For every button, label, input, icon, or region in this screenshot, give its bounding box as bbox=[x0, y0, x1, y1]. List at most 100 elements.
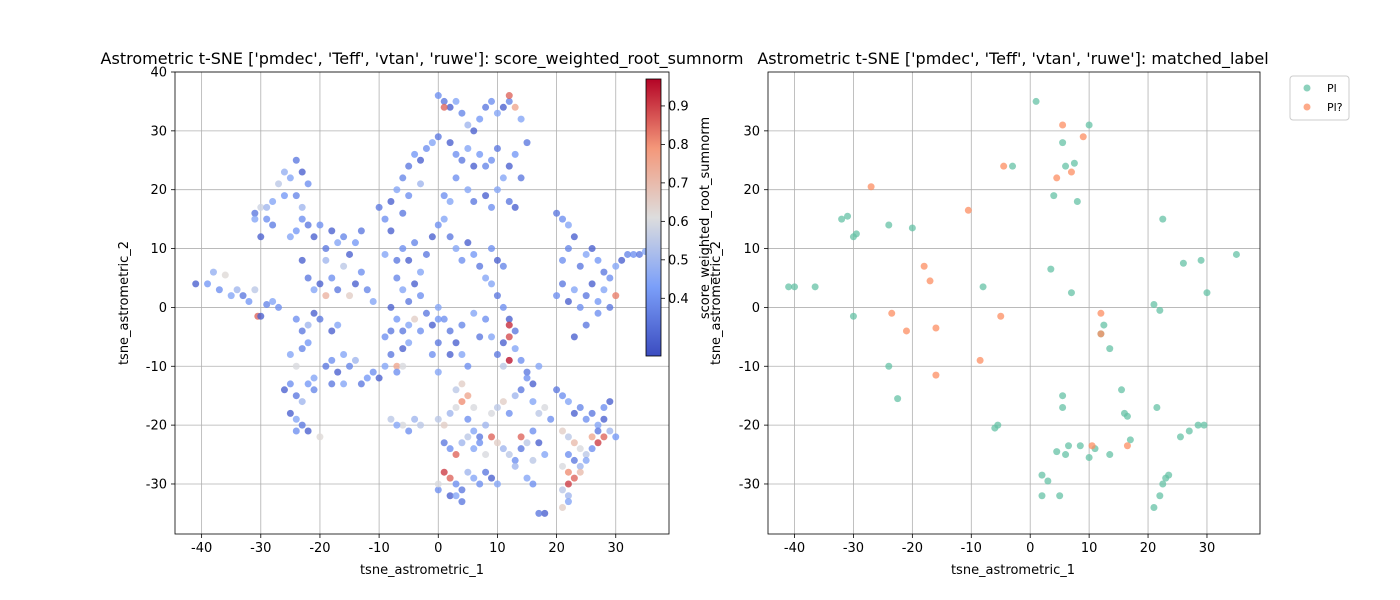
scatter-point bbox=[612, 433, 620, 441]
scatter-point bbox=[434, 480, 442, 488]
scatter-point bbox=[209, 268, 217, 276]
scatter-point bbox=[564, 480, 572, 488]
scatter-point-pl-question bbox=[1067, 168, 1075, 176]
scatter-point bbox=[470, 250, 478, 258]
scatter-point-pl bbox=[849, 312, 857, 320]
p1-y-tick-label: 40 bbox=[150, 66, 167, 81]
scatter-point bbox=[434, 486, 442, 494]
scatter-point-pl-question bbox=[1097, 309, 1105, 317]
scatter-point bbox=[393, 421, 401, 429]
scatter-point bbox=[422, 250, 430, 258]
scatter-point bbox=[476, 439, 484, 447]
scatter-point-pl bbox=[1194, 421, 1202, 429]
scatter-point-pl bbox=[852, 230, 860, 238]
scatter-point bbox=[298, 168, 306, 176]
scatter-point bbox=[298, 327, 306, 335]
scatter-point-pl bbox=[1062, 451, 1070, 459]
scatter-point bbox=[422, 145, 430, 153]
scatter-point-pl bbox=[1150, 300, 1158, 308]
scatter-point bbox=[523, 474, 531, 482]
p2-y-tick-label: -20 bbox=[739, 419, 760, 434]
scatter-point bbox=[559, 392, 567, 400]
p1-y-tick-label: 30 bbox=[150, 124, 167, 139]
legend-label-pl: Pl bbox=[1327, 82, 1337, 95]
scatter-point bbox=[511, 103, 519, 111]
scatter-point bbox=[529, 480, 537, 488]
scatter-point-pl bbox=[1085, 453, 1093, 461]
colorbar-tick-label: 0.8 bbox=[668, 138, 689, 153]
scatter-point bbox=[215, 286, 223, 294]
scatter-point bbox=[458, 256, 466, 264]
scatter-point bbox=[488, 245, 496, 253]
scatter-point bbox=[387, 227, 395, 235]
scatter-point bbox=[310, 309, 318, 317]
scatter-point bbox=[417, 268, 425, 276]
scatter-point-pl bbox=[1159, 480, 1167, 488]
scatter-point-pl bbox=[838, 215, 846, 223]
scatter-point-pl bbox=[1200, 421, 1208, 429]
scatter-point bbox=[346, 292, 354, 300]
scatter-point bbox=[505, 409, 513, 417]
scatter-point bbox=[570, 409, 578, 417]
scatter-point bbox=[357, 268, 365, 276]
scatter-point bbox=[499, 103, 507, 111]
p2-x-tick-label: 30 bbox=[1199, 541, 1216, 556]
scatter-point-pl bbox=[1047, 265, 1055, 273]
scatter-point bbox=[393, 315, 401, 323]
scatter-point bbox=[482, 421, 490, 429]
scatter-point bbox=[464, 239, 472, 247]
scatter-point bbox=[482, 162, 490, 170]
colorbar-tick-label: 0.4 bbox=[668, 292, 689, 307]
scatter-point bbox=[292, 415, 300, 423]
scatter-point bbox=[564, 398, 572, 406]
scatter-point bbox=[369, 368, 377, 376]
scatter-point bbox=[594, 427, 602, 435]
scatter-point bbox=[346, 250, 354, 258]
scatter-point bbox=[624, 250, 632, 258]
scatter-point bbox=[505, 321, 513, 329]
scatter-point bbox=[340, 262, 348, 270]
scatter-point bbox=[269, 197, 277, 205]
scatter-point bbox=[399, 362, 407, 370]
scatter-point bbox=[559, 462, 567, 470]
scatter-point bbox=[417, 292, 425, 300]
scatter-point-pl bbox=[1067, 289, 1075, 297]
scatter-point bbox=[529, 427, 537, 435]
scatter-point-pl bbox=[885, 362, 893, 370]
scatter-point bbox=[493, 186, 501, 194]
scatter-point bbox=[387, 303, 395, 311]
scatter-point-pl bbox=[1076, 442, 1084, 450]
scatter-point bbox=[493, 480, 501, 488]
p2-y-tick-label: 20 bbox=[743, 183, 760, 198]
p2-x-tick-label: 20 bbox=[1140, 541, 1157, 556]
scatter-point bbox=[304, 221, 312, 229]
scatter-point bbox=[286, 174, 294, 182]
scatter-point bbox=[470, 427, 478, 435]
scatter-point bbox=[322, 256, 330, 264]
scatter-point bbox=[523, 374, 531, 382]
right-plot-title: Astrometric t-SNE ['pmdec', 'Teff', 'vta… bbox=[757, 49, 1268, 69]
scatter-point bbox=[576, 403, 584, 411]
scatter-point bbox=[446, 350, 454, 358]
scatter-point bbox=[482, 103, 490, 111]
scatter-point-pl bbox=[1070, 159, 1078, 167]
scatter-point bbox=[381, 250, 389, 258]
scatter-point-pl bbox=[1232, 250, 1240, 258]
scatter-point bbox=[511, 392, 519, 400]
scatter-point bbox=[304, 274, 312, 282]
scatter-point bbox=[446, 492, 454, 500]
scatter-point bbox=[588, 280, 596, 288]
left-plot-panel: -40 -30 -20 -10 0 10 20 30 -30 -20 -10 0 10 20 30 40 A… bbox=[101, 49, 744, 578]
scatter-point bbox=[470, 309, 478, 317]
scatter-point bbox=[588, 433, 596, 441]
p1-x-tick-label: 20 bbox=[548, 541, 565, 556]
scatter-point bbox=[328, 356, 336, 364]
scatter-point bbox=[470, 162, 478, 170]
scatter-point bbox=[399, 174, 407, 182]
scatter-point bbox=[298, 421, 306, 429]
scatter-point bbox=[375, 374, 383, 382]
scatter-point bbox=[387, 197, 395, 205]
scatter-point bbox=[399, 421, 407, 429]
scatter-point bbox=[393, 256, 401, 264]
scatter-point bbox=[452, 492, 460, 500]
